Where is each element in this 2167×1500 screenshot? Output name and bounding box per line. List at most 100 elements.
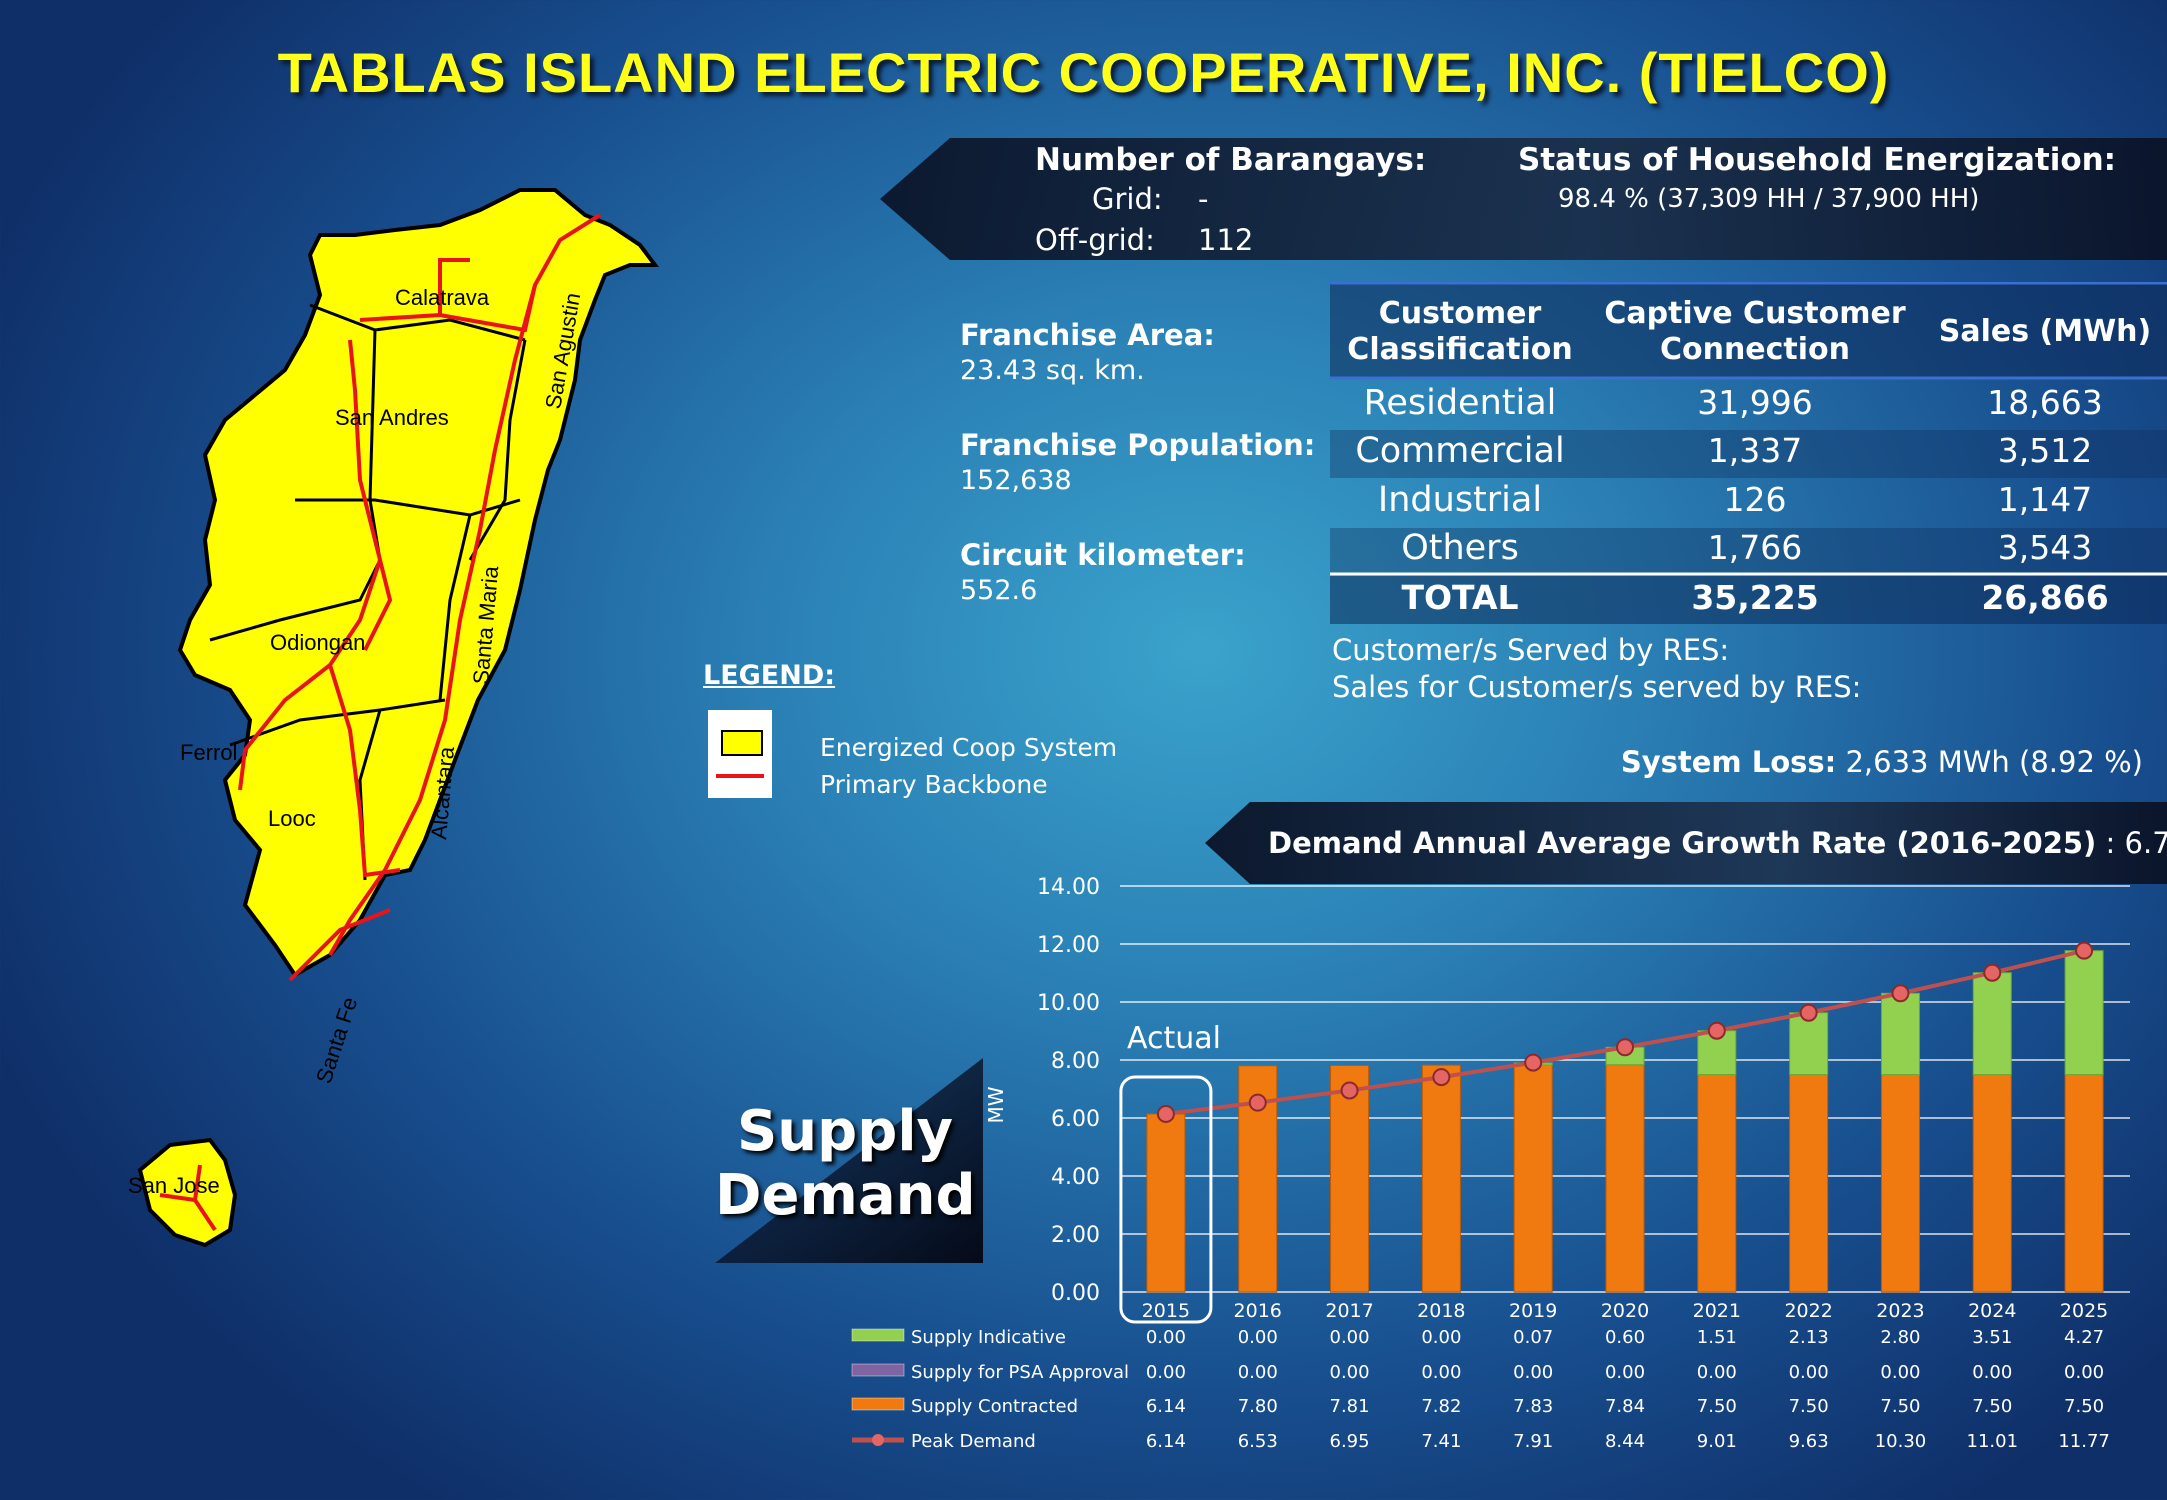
table-total-cell: 26,866 (1981, 578, 2109, 617)
table-cell: 1,147 (1997, 480, 2093, 519)
legend-swatch (851, 1397, 905, 1411)
data-table-cell: 2.80 (1880, 1327, 1920, 1348)
legend-swatch-box (708, 710, 772, 798)
peak-demand-point (1983, 963, 2002, 982)
data-table-cell: 7.81 (1330, 1396, 1370, 1417)
y-tick-label: 12.00 (1037, 933, 1100, 958)
info-banner (880, 138, 2167, 260)
data-table-cell: 1.51 (1697, 1327, 1737, 1348)
legend-swatch (851, 1363, 905, 1377)
x-tick-label: 2018 (1417, 1300, 1465, 1322)
data-table-cell: 7.50 (2064, 1396, 2104, 1417)
peak-demand-point (1340, 1081, 1359, 1100)
data-table-cell: 6.14 (1146, 1431, 1186, 1452)
growth-banner-bg (1205, 802, 2167, 884)
map-label-ferrol: Ferrol (180, 740, 237, 765)
peak-demand-point (2075, 941, 2094, 960)
x-tick-label: 2019 (1509, 1300, 1557, 1322)
legend-series-name: Supply for PSA Approval (911, 1362, 1129, 1383)
supply-demand-title: Supply Demand (715, 1100, 976, 1228)
x-tick-label: 2016 (1234, 1300, 1282, 1322)
data-table-cell: 10.30 (1875, 1431, 1927, 1452)
data-table-cell: 0.00 (1697, 1362, 1737, 1383)
x-tick-label: 2023 (1876, 1300, 1924, 1322)
data-table-cell: 0.00 (1238, 1362, 1278, 1383)
legend-title: LEGEND: (703, 660, 836, 691)
franchise-area-label: Franchise Area: (960, 318, 1215, 352)
data-table-cell: 0.00 (1880, 1362, 1920, 1383)
map-backbone (159, 213, 602, 1232)
data-table-cell: 0.00 (1421, 1327, 1461, 1348)
data-table-cell: 2.13 (1789, 1327, 1829, 1348)
res-sales-label: Sales for Customer/s served by RES: (1332, 670, 1862, 704)
y-tick-label: 14.00 (1037, 875, 1100, 900)
peak-demand-point (1891, 984, 1910, 1003)
growth-rate-value: : 6.72 % (2105, 826, 2167, 860)
table-header-connection: Captive Customer Connection (1600, 296, 1910, 368)
data-table-cell: 7.50 (1697, 1396, 1737, 1417)
data-table-cell: 7.84 (1605, 1396, 1645, 1417)
page-title: TABLAS ISLAND ELECTRIC COOPERATIVE, INC.… (277, 41, 1890, 104)
bar-supply-contracted (1880, 1074, 1920, 1293)
system-loss-label: System Loss: (1620, 745, 1837, 779)
energization-label: Status of Household Energization: (1518, 142, 2117, 178)
circuit-km-label: Circuit kilometer: (960, 538, 1246, 572)
y-tick-label: 2.00 (1051, 1223, 1100, 1248)
legend-swatch (851, 1328, 905, 1342)
map-label-odiongan: Odiongan (270, 630, 365, 655)
peak-demand-point (1799, 1003, 1818, 1022)
customer-table-bg (1330, 282, 2167, 624)
data-table-cell: 3.51 (1972, 1327, 2012, 1348)
data-table-cell: 0.00 (1146, 1362, 1186, 1383)
franchise-population-value: 152,638 (960, 465, 1072, 496)
peak-demand-point (1524, 1053, 1543, 1072)
data-table-cell: 0.00 (1605, 1362, 1645, 1383)
data-table-cell: 0.00 (1513, 1362, 1553, 1383)
grid-label: Grid: (1092, 182, 1163, 216)
data-table-cell: 7.41 (1421, 1431, 1461, 1452)
data-table-cell: 0.07 (1513, 1327, 1553, 1348)
data-table-cell: 8.44 (1605, 1431, 1645, 1452)
table-cell: 31,996 (1697, 383, 1813, 422)
data-table-cell: 0.00 (1238, 1327, 1278, 1348)
data-table-cell: 6.14 (1146, 1396, 1186, 1417)
bar-supply-indicative (1972, 972, 2012, 1076)
map-land (137, 188, 659, 1248)
table-header-line: Customer (1378, 296, 1542, 331)
table-header-sales: Sales (MWh) (1938, 314, 2152, 349)
table-cell: 3,512 (1997, 431, 2093, 470)
data-table-cell: 0.00 (1421, 1362, 1461, 1383)
peak-demand-point (1248, 1093, 1267, 1112)
data-table-cell: 7.50 (1789, 1396, 1829, 1417)
bar-supply-contracted (1330, 1065, 1370, 1293)
x-tick-label: 2017 (1325, 1300, 1373, 1322)
data-table-cell: 7.83 (1513, 1396, 1553, 1417)
peak-demand-point (1432, 1068, 1451, 1087)
data-table-cell: 11.77 (2058, 1431, 2110, 1452)
franchise-area-value: 23.43 sq. km. (960, 355, 1145, 386)
bar-supply-contracted (1513, 1064, 1553, 1293)
data-table-cell: 0.00 (1330, 1327, 1370, 1348)
legend-series-name: Supply Indicative (911, 1327, 1066, 1348)
legend-item-backbone: Primary Backbone (820, 770, 1048, 799)
table-header-line: Captive Customer (1604, 296, 1906, 331)
bar-supply-indicative (2064, 950, 2104, 1075)
data-table-cell: 7.91 (1513, 1431, 1553, 1452)
bar-supply-indicative (1880, 992, 1920, 1075)
x-tick-label: 2022 (1784, 1300, 1832, 1322)
data-table-cell: 7.80 (1238, 1396, 1278, 1417)
y-tick-label: 8.00 (1051, 1049, 1100, 1074)
y-axis-label: MW (984, 1086, 1008, 1123)
bar-supply-contracted (1605, 1064, 1645, 1293)
map-label-calatrava: Calatrava (395, 285, 490, 310)
legend-backbone-swatch (716, 774, 764, 778)
y-tick-label: 10.00 (1037, 991, 1100, 1016)
data-table-cell: 0.00 (1972, 1362, 2012, 1383)
legend-marker-peak-demand (872, 1434, 884, 1446)
map-label-san-jose: San Jose (128, 1173, 220, 1198)
data-table-cell: 11.01 (1967, 1431, 2019, 1452)
offgrid-label: Off-grid: (1035, 223, 1155, 257)
bar-supply-contracted (2064, 1074, 2104, 1293)
data-table-cell: 0.00 (1146, 1327, 1186, 1348)
system-loss-value: 2,633 MWh (8.92 %) (1845, 745, 2143, 779)
